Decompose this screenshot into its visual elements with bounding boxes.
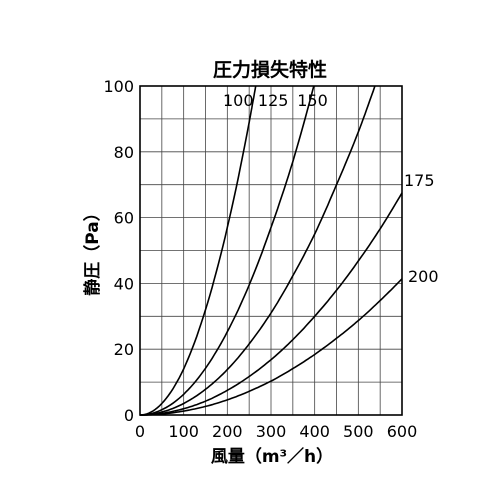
- y-tick-label: 80: [114, 143, 134, 162]
- y-axis-title: 静圧（Pa）: [82, 204, 103, 295]
- x-tick-label: 100: [168, 422, 199, 441]
- series-label-100: 100: [223, 91, 254, 110]
- y-tick-label: 0: [124, 406, 134, 425]
- plot-frame: [139, 85, 403, 416]
- x-tick-label: 500: [343, 422, 374, 441]
- chart-title: 圧力損失特性: [213, 58, 327, 81]
- x-tick-label: 0: [135, 422, 145, 441]
- series-line-150: [140, 85, 376, 416]
- y-tick-label: 40: [114, 274, 134, 293]
- x-tick-label: 400: [299, 422, 330, 441]
- series-line-100: [139, 85, 257, 416]
- series-line-200: [140, 278, 403, 416]
- x-tick-label: 200: [212, 422, 243, 441]
- series-label-150: 150: [297, 91, 328, 110]
- axes: [139, 85, 403, 416]
- y-tick-label: 20: [114, 340, 134, 359]
- x-tick-label: 600: [387, 422, 418, 441]
- series-line-175: [140, 192, 403, 416]
- y-tick-label: 60: [114, 209, 134, 228]
- x-axis-title: 風量（m³／h）: [211, 446, 333, 467]
- series-label-200: 200: [408, 267, 439, 286]
- x-tick-label: 300: [256, 422, 287, 441]
- grid: [139, 85, 403, 416]
- y-tick-label: 100: [103, 77, 134, 96]
- series-line-125: [139, 85, 315, 416]
- series-label-125: 125: [258, 91, 289, 110]
- series-lines: [139, 85, 403, 416]
- series-label-175: 175: [404, 171, 435, 190]
